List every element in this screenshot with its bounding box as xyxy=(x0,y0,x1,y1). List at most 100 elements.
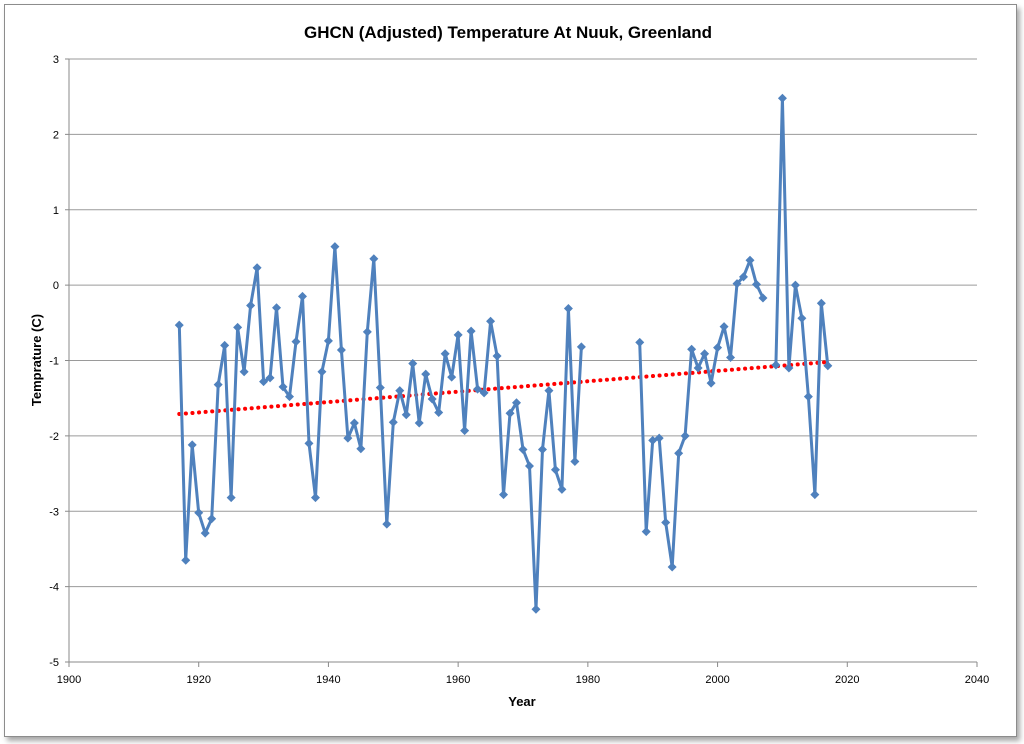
chart-title: GHCN (Adjusted) Temperature At Nuuk, Gre… xyxy=(304,23,712,42)
x-tick-label: 2000 xyxy=(705,674,729,686)
data-point xyxy=(635,337,645,347)
data-point xyxy=(362,327,372,337)
data-point xyxy=(259,377,269,387)
x-tick-label: 2040 xyxy=(965,674,989,686)
data-point xyxy=(537,444,547,454)
data-point xyxy=(207,514,217,524)
data-point xyxy=(486,316,496,326)
data-point xyxy=(505,408,515,418)
x-tick-label: 1900 xyxy=(57,674,81,686)
series-line-segment xyxy=(774,96,830,497)
y-axis-label: Temprature (C) xyxy=(29,314,44,406)
y-tick-label: -5 xyxy=(49,657,59,669)
data-point xyxy=(310,493,320,503)
data-point xyxy=(440,349,450,359)
data-point xyxy=(661,518,671,528)
data-point xyxy=(401,410,411,420)
data-point xyxy=(395,386,405,396)
data-point xyxy=(771,360,781,370)
data-point xyxy=(726,352,736,362)
data-point xyxy=(563,303,573,313)
data-point xyxy=(499,490,509,500)
data-point xyxy=(713,343,723,353)
axes xyxy=(65,58,978,667)
data-point xyxy=(336,345,346,355)
series-line-segment xyxy=(177,245,583,611)
data-point xyxy=(512,398,522,408)
data-point xyxy=(706,378,716,388)
data-point xyxy=(823,361,833,371)
data-point xyxy=(453,330,463,340)
data-point xyxy=(278,382,288,392)
data-point xyxy=(174,320,184,330)
data-point xyxy=(382,519,392,529)
data-point xyxy=(784,363,794,373)
data-point xyxy=(272,303,282,313)
data-point xyxy=(408,359,418,369)
data-point xyxy=(693,363,703,373)
data-point xyxy=(700,349,710,359)
data-point xyxy=(557,484,567,494)
y-tick-label: -2 xyxy=(49,431,59,443)
y-tick-label: -1 xyxy=(49,356,59,368)
y-tick-label: 3 xyxy=(53,54,59,66)
data-point xyxy=(187,440,197,450)
data-point xyxy=(375,383,385,393)
y-tick-label: -4 xyxy=(49,582,59,594)
data-point xyxy=(220,340,230,350)
data-point xyxy=(421,369,431,379)
data-point xyxy=(687,344,697,354)
x-tick-label: 2020 xyxy=(835,674,859,686)
data-point xyxy=(576,342,586,352)
gridlines xyxy=(69,58,977,588)
data-point xyxy=(252,263,262,273)
data-point xyxy=(473,384,483,394)
data-point xyxy=(667,562,677,572)
data-point xyxy=(797,313,807,323)
y-tick-label: 2 xyxy=(53,129,59,141)
data-point xyxy=(816,298,826,308)
data-point xyxy=(777,93,787,103)
data-point xyxy=(570,457,580,467)
data-point xyxy=(317,367,327,377)
data-point xyxy=(674,448,684,458)
data-point xyxy=(349,418,359,428)
data-point xyxy=(233,322,243,332)
tick-labels: -5 -4 -3 -2 -1 0 1 2 3 1900 1920 1940 1960 1980 2000 20… xyxy=(49,54,989,686)
data-point xyxy=(790,280,800,290)
data-point xyxy=(304,438,314,448)
data-point xyxy=(810,490,820,500)
data-point xyxy=(447,372,457,382)
data-point xyxy=(330,242,340,252)
data-point xyxy=(680,431,690,441)
data-point xyxy=(654,433,664,443)
data-point xyxy=(291,337,301,347)
data-point xyxy=(518,444,528,454)
data-point xyxy=(531,604,541,614)
data-point xyxy=(427,394,437,404)
data-point xyxy=(524,461,534,471)
data-point xyxy=(719,322,729,332)
data-point xyxy=(434,408,444,418)
x-tick-label: 1960 xyxy=(446,674,470,686)
series-line-segment xyxy=(638,258,765,569)
x-tick-label: 1940 xyxy=(316,674,340,686)
x-axis-label: Year xyxy=(508,694,535,709)
data-point xyxy=(550,465,560,475)
linear-trendline xyxy=(177,360,830,417)
data-point xyxy=(369,254,379,264)
data-point xyxy=(388,417,398,427)
data-point xyxy=(213,380,223,390)
data-point xyxy=(745,255,755,265)
data-point xyxy=(803,392,813,402)
x-tick-label: 1980 xyxy=(576,674,600,686)
data-point xyxy=(758,293,768,303)
data-point xyxy=(544,386,554,396)
data-point xyxy=(297,291,307,301)
data-point xyxy=(356,444,366,454)
chart-frame xyxy=(4,4,1017,737)
data-point xyxy=(751,279,761,289)
data-point xyxy=(285,392,295,402)
series-layer xyxy=(174,93,833,614)
